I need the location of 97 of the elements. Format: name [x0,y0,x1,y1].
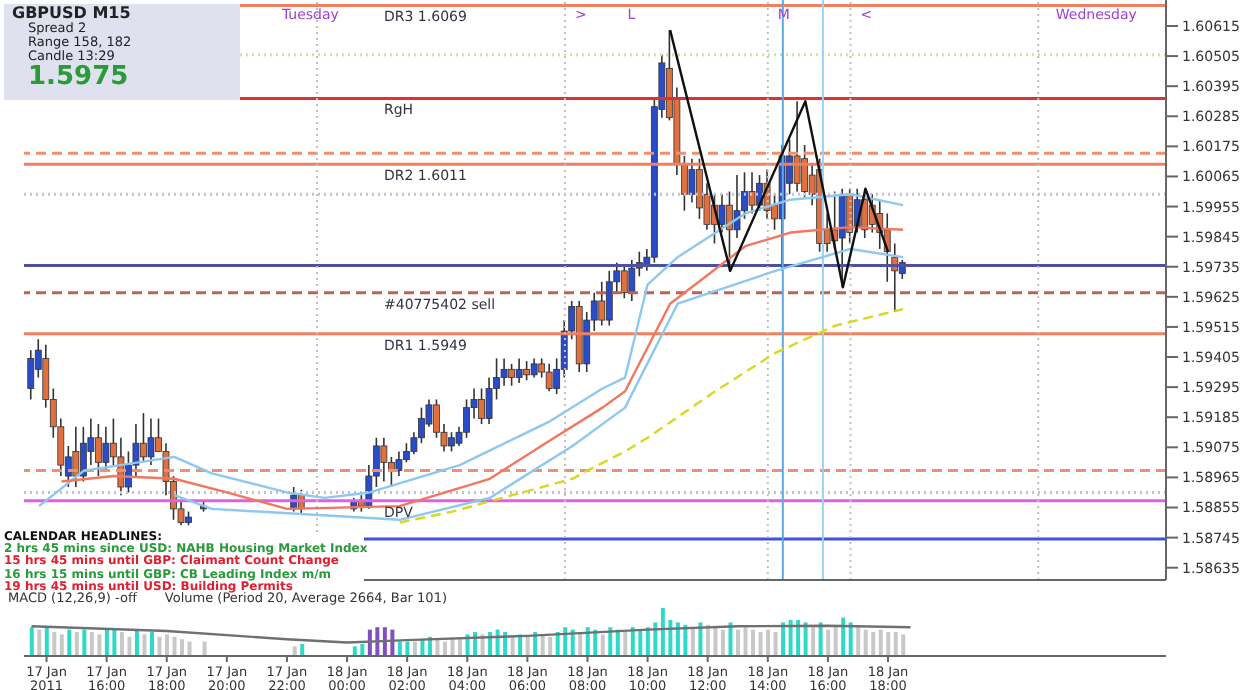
bar [458,639,463,656]
candlestick [140,412,147,464]
candlestick [79,425,87,483]
candlestick [748,171,756,215]
bar [796,620,801,656]
bar [893,632,898,656]
bar [826,629,831,656]
bar [382,627,387,656]
candlestick [838,187,846,289]
bar [811,627,816,656]
candlestick [508,363,515,387]
bar [157,636,162,656]
line-series [173,247,905,522]
candlestick [733,174,741,239]
bar [690,627,695,656]
candlestick [478,387,485,425]
bar [871,632,876,656]
candlestick [545,363,553,393]
bar [878,629,883,656]
candlestick [523,360,531,382]
candlestick [605,270,613,327]
bar [525,636,530,656]
bar [856,627,861,656]
candlestick [620,264,628,300]
candlestick [94,423,102,477]
bar [901,634,906,656]
bar [743,627,748,656]
candlestick [102,425,110,472]
candlestick [147,417,155,466]
bar [803,622,808,656]
bar [623,632,628,656]
bar [172,636,177,656]
chart-title: GBPUSD M15 [12,4,133,22]
bar [119,632,124,656]
bar [134,629,139,656]
candlestick [72,425,80,488]
candlestick [395,450,403,477]
bar [735,629,740,656]
bar [781,622,786,656]
candlestick [598,280,606,327]
bar [37,629,42,656]
bar [848,622,853,656]
bar [142,634,147,656]
bar [698,622,703,656]
bar [653,622,658,656]
bar [360,644,365,656]
bar [67,629,72,656]
bar [638,629,643,656]
candlestick [515,357,523,384]
bar [187,641,192,656]
bar [773,632,778,656]
bar [82,629,87,656]
bar [149,632,154,656]
bar [97,634,102,656]
bar [44,627,49,656]
bar [405,641,410,656]
bar [713,627,718,656]
bar [788,620,793,656]
bar [758,632,763,656]
bar [74,632,79,656]
bar [818,622,823,656]
bar [300,644,305,656]
bar [202,641,207,656]
bar [352,646,357,656]
bar [104,629,109,656]
bar [720,629,725,656]
candlestick [448,431,455,453]
bar [412,641,417,656]
bar [89,632,94,656]
bar [548,636,553,656]
bar [112,629,117,656]
bar [841,617,846,656]
bar [600,634,605,656]
bar [397,641,402,656]
candlestick [628,259,636,302]
candlestick [530,357,538,379]
bar [675,622,680,656]
bar [127,636,132,656]
bar [886,632,891,656]
bar [728,622,733,656]
bar [450,639,455,656]
candlestick [380,436,388,483]
bar [683,624,688,656]
bar [52,632,57,656]
line-series [668,28,890,289]
bar [435,639,440,656]
candlestick [718,193,726,234]
candlestick [793,100,801,193]
candlestick [688,157,696,204]
bar [833,627,838,656]
bar [510,636,515,656]
annotation: 1.5975 [28,62,129,92]
bar [59,634,64,656]
bar [292,646,297,656]
bar [863,629,868,656]
bar [660,608,665,656]
bar [563,627,568,656]
